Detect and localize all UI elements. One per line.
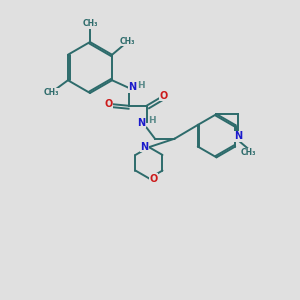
Text: O: O: [149, 174, 158, 184]
Text: N: N: [137, 118, 145, 128]
Text: N: N: [234, 131, 242, 141]
Text: H: H: [148, 116, 156, 124]
Text: CH₃: CH₃: [83, 20, 98, 28]
Text: CH₃: CH₃: [241, 148, 256, 157]
Text: H: H: [137, 81, 145, 90]
Text: N: N: [140, 142, 148, 152]
Text: N: N: [128, 82, 136, 92]
Text: CH₃: CH₃: [44, 88, 59, 97]
Text: CH₃: CH₃: [120, 37, 135, 46]
Text: O: O: [104, 99, 112, 109]
Text: O: O: [160, 91, 168, 101]
